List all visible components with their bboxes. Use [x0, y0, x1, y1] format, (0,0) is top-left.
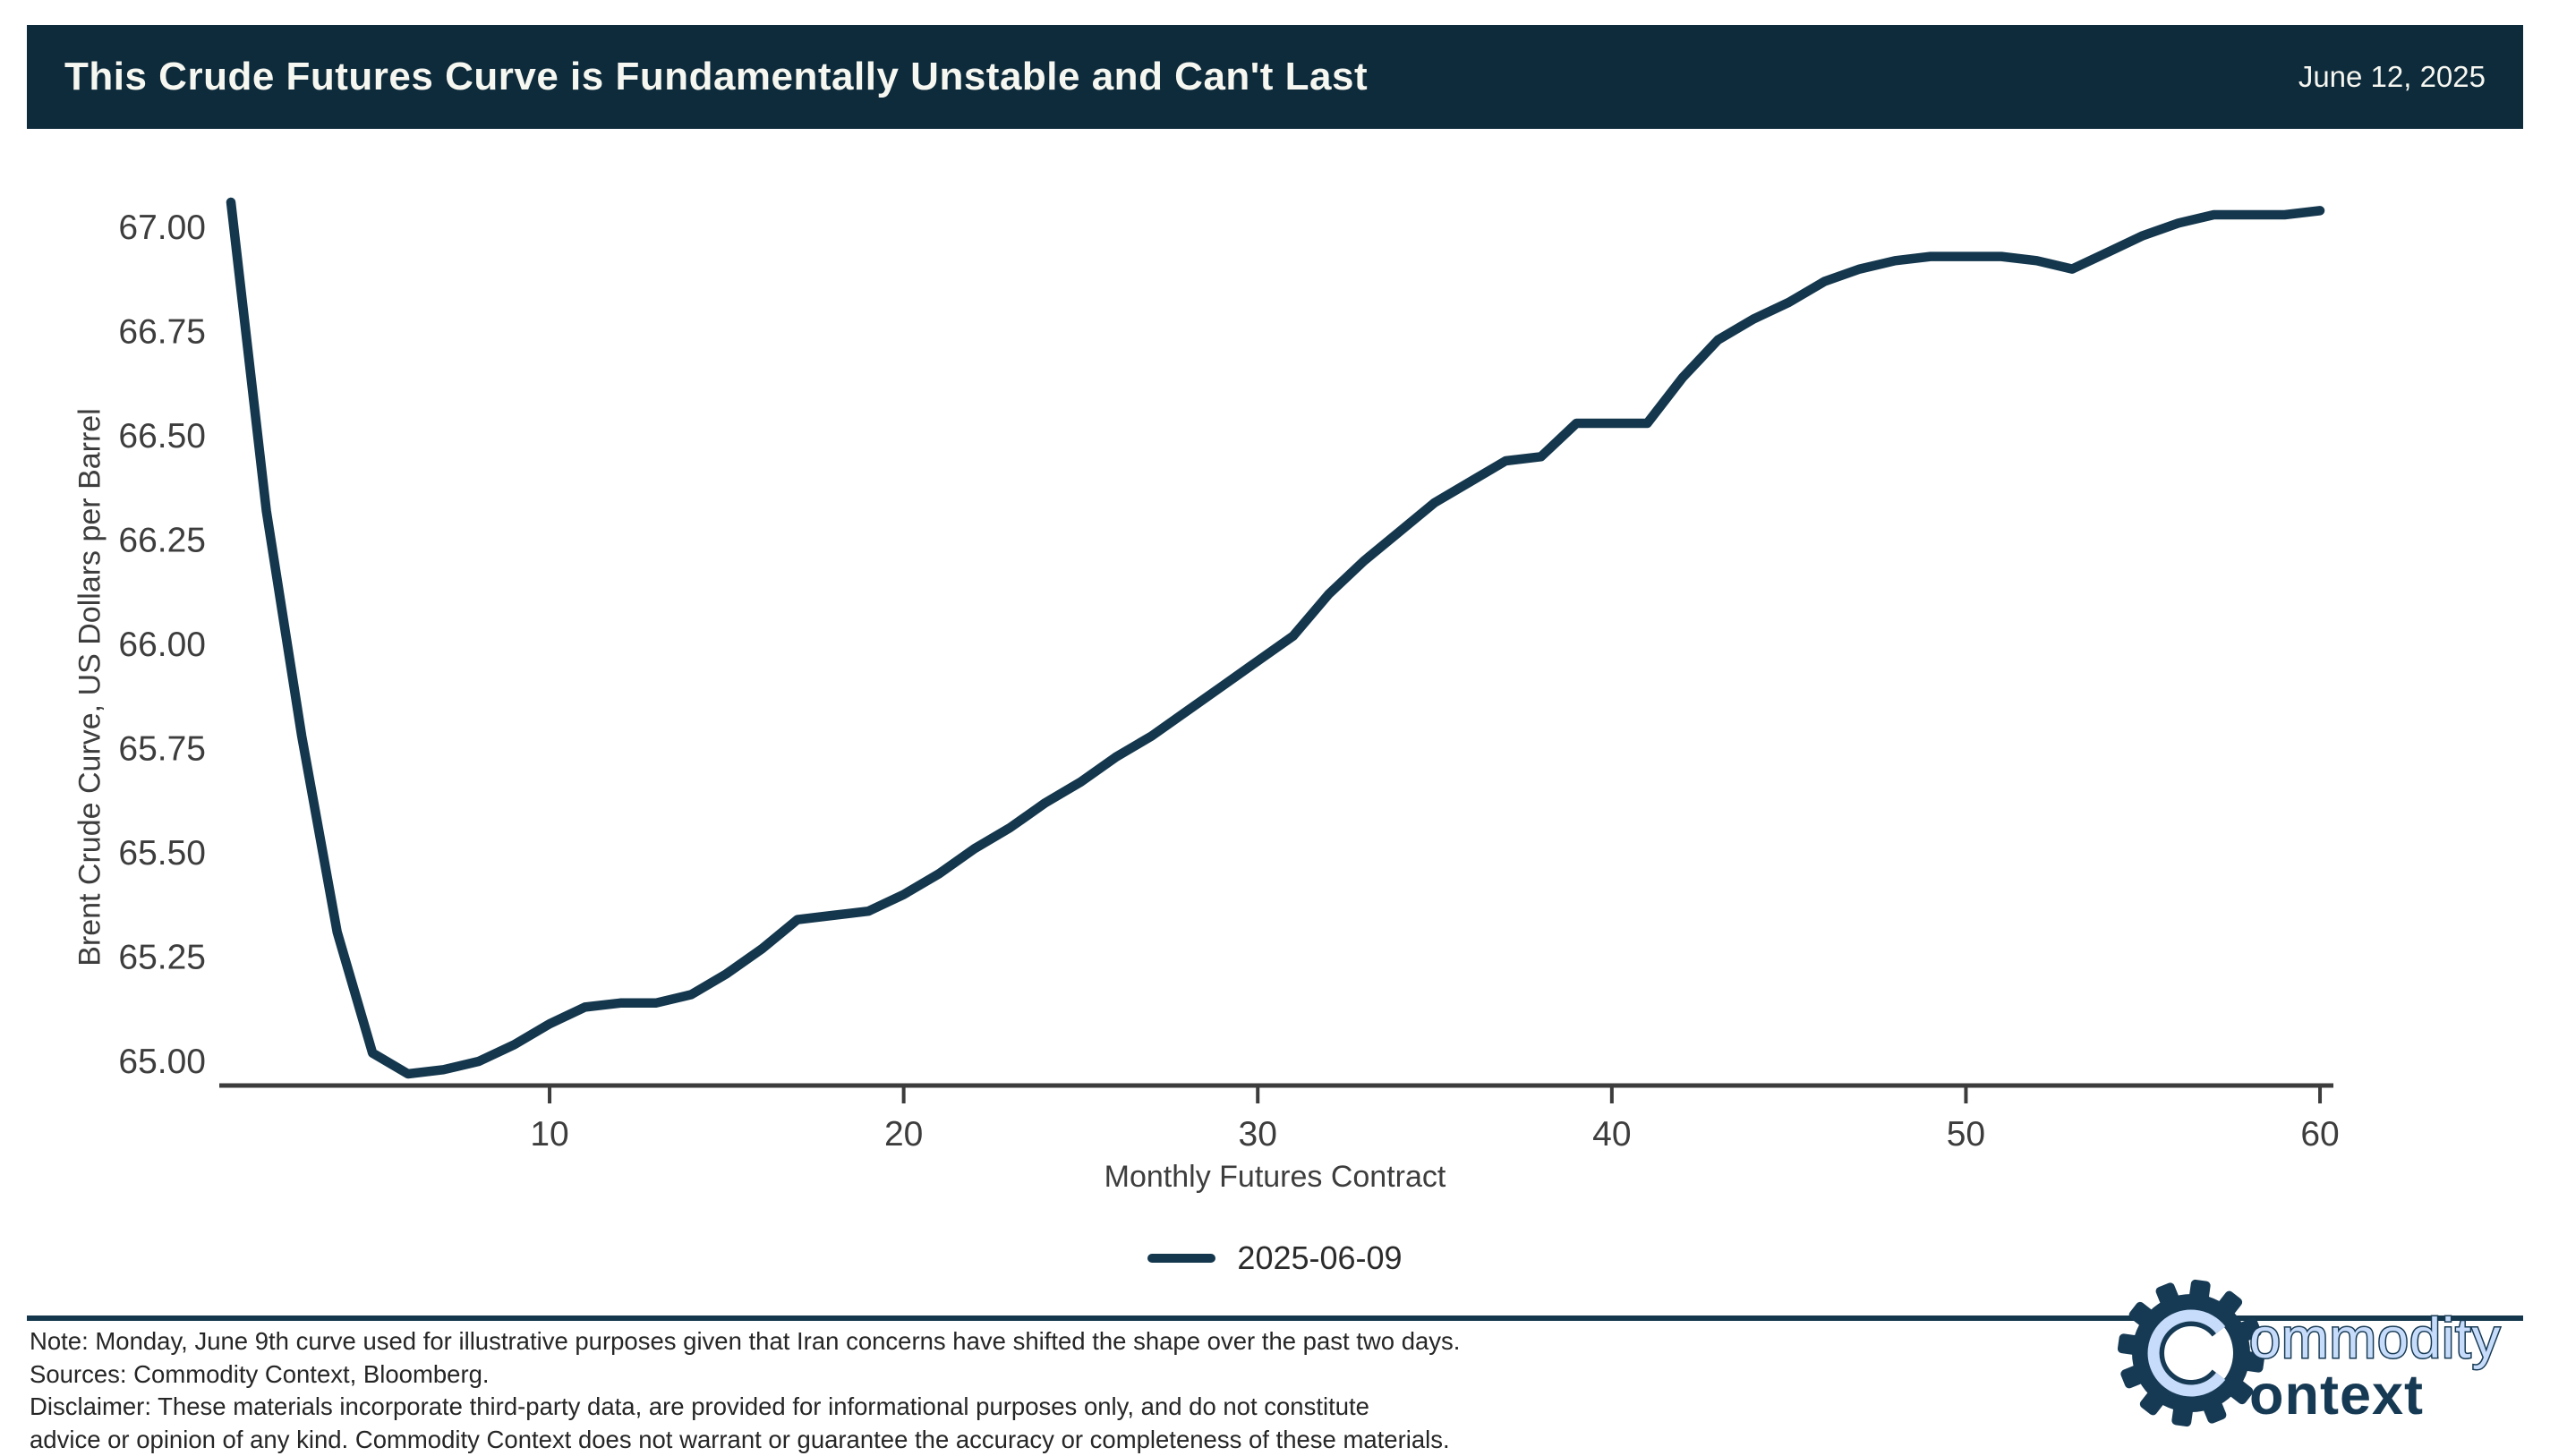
header-date: June 12, 2025 [2298, 60, 2486, 93]
logo-letter-c [2147, 1309, 2226, 1397]
y-tick-label: 65.00 [118, 1043, 206, 1081]
y-tick-label: 65.50 [118, 834, 206, 873]
page-title: This Crude Futures Curve is Fundamentall… [64, 55, 1369, 98]
footer-sources-line: Sources: Commodity Context, Bloomberg. [30, 1359, 490, 1388]
gear-icon [2117, 1279, 2265, 1427]
legend-label: 2025-06-09 [1237, 1239, 1403, 1276]
x-axis-ticks: 10 20 30 40 50 60 [530, 1086, 2340, 1154]
x-tick-label: 30 [1239, 1115, 1277, 1154]
y-axis-title: Brent Crude Curve, US Dollars per Barrel [72, 408, 107, 966]
footer-notes: Note: Monday, June 9th curve used for il… [30, 1325, 1460, 1456]
footer-disclaimer-line-2: advice or opinion of any kind. Commodity… [30, 1425, 1450, 1453]
legend-line-swatch [1147, 1254, 1216, 1263]
y-tick-label: 66.00 [118, 626, 206, 664]
logo-word-context: ontext [2249, 1364, 2424, 1426]
chart-legend: 2025-06-09 [0, 1239, 2550, 1277]
x-tick-label: 50 [1947, 1115, 1985, 1154]
footer-note-line: Note: Monday, June 9th curve used for il… [30, 1327, 1461, 1355]
futures-curve-line [226, 197, 2325, 1079]
footer-disclaimer-line-1: Disclaimer: These materials incorporate … [30, 1392, 1369, 1420]
x-tick-label: 20 [884, 1115, 923, 1154]
y-tick-label: 66.50 [118, 417, 206, 456]
y-tick-label: 67.00 [118, 209, 206, 247]
x-tick-label: 10 [530, 1115, 568, 1154]
y-tick-label: 65.75 [118, 730, 206, 769]
header-bar: This Crude Futures Curve is Fundamentall… [27, 25, 2523, 129]
x-tick-label: 40 [1592, 1115, 1631, 1154]
y-tick-label: 66.75 [118, 313, 206, 352]
x-tick-label: 60 [2300, 1115, 2339, 1154]
y-axis-tick-labels: 65.00 65.25 65.50 65.75 66.00 66.25 66.50 66.75… [118, 209, 206, 1081]
logo-word-commodity: ommodity [2249, 1307, 2501, 1370]
footer-separator-rule [27, 1316, 2523, 1321]
commodity-context-logo: ommodity ontext [2117, 1279, 2502, 1427]
futures-curve-chart: 65.00 65.25 65.50 65.75 66.00 66.25 66.50 66.75… [118, 197, 2340, 1154]
y-tick-label: 66.25 [118, 522, 206, 560]
x-axis-title: Monthly Futures Contract [1104, 1160, 1446, 1194]
y-tick-label: 65.25 [118, 939, 206, 977]
